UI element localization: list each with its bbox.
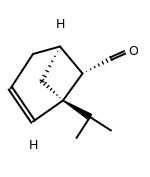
Text: O: O — [129, 45, 138, 58]
Polygon shape — [63, 101, 92, 119]
Text: H: H — [55, 18, 65, 30]
Text: H: H — [28, 139, 38, 152]
